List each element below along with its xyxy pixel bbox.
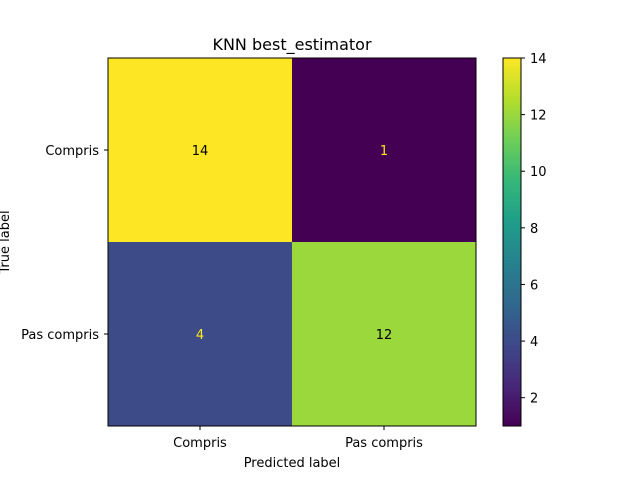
- colorbar-tick-label: 4: [530, 335, 538, 350]
- matrix-cell: [108, 242, 293, 427]
- cell-value-label: 12: [376, 328, 393, 343]
- colorbar-tick-label: 12: [530, 109, 547, 124]
- chart-title: KNN best_estimator: [212, 35, 371, 55]
- colorbar-tick-label: 10: [530, 165, 547, 180]
- axes-frame: [107, 57, 477, 427]
- matrix-cell: [108, 58, 293, 243]
- colorbar-tick-label: 14: [530, 52, 547, 67]
- colorbar-tick-label: 6: [530, 278, 538, 293]
- cell-value-label: 14: [192, 144, 209, 159]
- matrix-cell: [292, 242, 477, 427]
- y-tick-label: Compris: [45, 144, 99, 159]
- cell-value-label: 1: [380, 144, 388, 159]
- x-tick-label: Compris: [173, 436, 227, 451]
- matrix-cell: [292, 58, 477, 243]
- x-axis-label: Predicted label: [244, 456, 341, 471]
- cell-value-label: 4: [196, 328, 204, 343]
- colorbar: [502, 57, 522, 427]
- y-axis-label: True label: [0, 210, 13, 274]
- x-tick-label: Pas compris: [345, 436, 423, 451]
- y-tick-label: Pas compris: [21, 328, 99, 343]
- colorbar-tick-label: 2: [530, 392, 538, 407]
- colorbar-tick-label: 8: [530, 222, 538, 237]
